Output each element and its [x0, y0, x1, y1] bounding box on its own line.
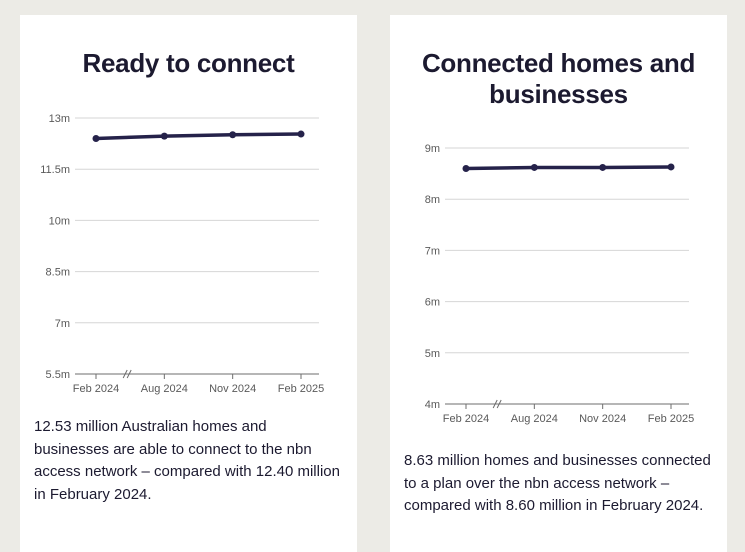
y-tick-label: 11.5m — [40, 164, 70, 176]
y-tick-label: 4m — [425, 399, 440, 411]
y-tick-label: 5.5m — [46, 369, 70, 381]
axis-break-stroke — [492, 399, 498, 409]
y-tick-label: 7m — [55, 318, 70, 330]
y-tick-label: 8m — [425, 194, 440, 206]
data-point — [92, 134, 100, 142]
data-point — [229, 131, 237, 139]
y-tick-label: 9m — [425, 143, 440, 155]
axis-break-stroke — [126, 369, 132, 379]
x-tick-label: Nov 2024 — [209, 383, 256, 395]
ready-to-connect-card: Ready to connect 5.5m 7m 8.5m 10m 11.5m 13m Fe… — [20, 15, 357, 552]
x-tick-label: Aug 2024 — [141, 383, 188, 395]
connected-homes-description: 8.63 million homes and businesses connec… — [404, 452, 711, 514]
connected-homes-chart: 4m 5m 6m 7m 8m 9m Feb 2024 Aug 2024 Nov 2024 Feb … — [425, 143, 695, 425]
ready-to-connect-description: 12.53 million Australian homes and busin… — [34, 418, 340, 503]
y-tick-label: 10m — [49, 215, 70, 227]
data-point — [667, 163, 675, 171]
y-tick-label: 7m — [425, 245, 440, 257]
data-point — [599, 163, 607, 171]
x-tick-label: Feb 2024 — [73, 383, 119, 395]
data-point — [160, 132, 168, 140]
ready-to-connect-chart: 5.5m 7m 8.5m 10m 11.5m 13m Feb 2024 Aug 2024 Nov… — [40, 113, 324, 395]
axis-break-marker — [492, 399, 502, 409]
y-tick-label: 5m — [425, 348, 440, 360]
x-tick-label: Aug 2024 — [511, 413, 558, 425]
data-point — [530, 163, 538, 171]
y-tick-label: 6m — [425, 297, 440, 309]
x-tick-label: Feb 2025 — [648, 413, 694, 425]
y-tick-label: 13m — [49, 113, 70, 125]
series-line — [94, 132, 303, 141]
y-tick-label: 8.5m — [46, 267, 70, 279]
data-point — [297, 130, 305, 138]
axis-break-stroke — [496, 399, 502, 409]
connected-homes-title: Connected homes and businesses — [421, 48, 696, 109]
axis-break-stroke — [122, 369, 128, 379]
axis-break-marker — [122, 369, 132, 379]
series-line — [464, 165, 673, 171]
x-tick-label: Feb 2025 — [278, 383, 324, 395]
x-tick-label: Nov 2024 — [579, 413, 626, 425]
ready-to-connect-title: Ready to connect — [82, 48, 295, 78]
x-tick-label: Feb 2024 — [443, 413, 489, 425]
data-point — [462, 164, 470, 172]
connected-homes-card: Connected homes and businesses 4m 5m 6m 7m 8… — [390, 15, 727, 552]
